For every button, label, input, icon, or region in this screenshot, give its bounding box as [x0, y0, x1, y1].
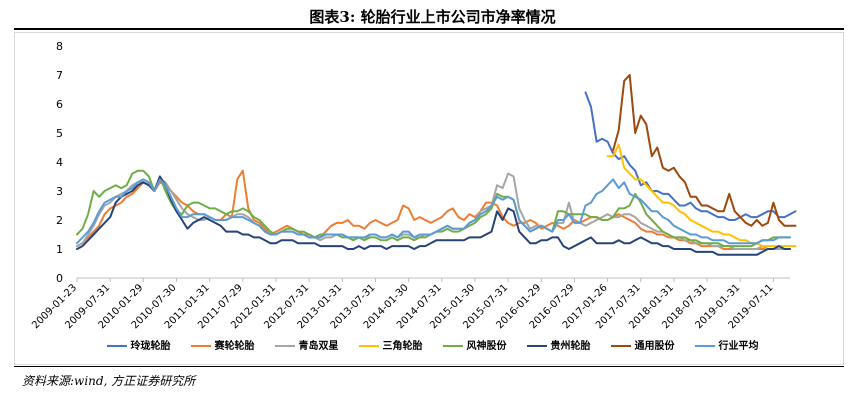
legend-swatch — [694, 345, 715, 347]
legend-label: 青岛双星 — [298, 341, 339, 352]
series-line — [606, 143, 797, 248]
y-tick-label: 4 — [56, 156, 63, 169]
y-tick-label: 7 — [56, 69, 63, 82]
series-line — [612, 74, 797, 227]
series-line — [76, 175, 791, 256]
chart-frame — [14, 32, 844, 365]
top-rule — [14, 28, 844, 30]
y-tick-label: 5 — [56, 127, 63, 140]
legend-swatch — [190, 345, 211, 347]
source-note: 资料来源:wind, 方正证券研究所 — [22, 374, 196, 388]
y-tick-label: 6 — [56, 98, 63, 111]
y-tick-label: 8 — [56, 40, 63, 53]
legend-label: 行业平均 — [718, 341, 759, 352]
legend-label: 三角轮胎 — [382, 341, 423, 352]
y-tick-label: 3 — [56, 185, 63, 198]
y-tick-label: 0 — [56, 272, 63, 285]
y-tick-label: 1 — [56, 243, 63, 256]
figure-title: 图表3: 轮胎行业上市公司市净率情况 — [309, 8, 556, 26]
chart-legend: 玲珑轮胎 赛轮轮胎 青岛双星 三角轮胎 风神股份 贵州轮胎 通用股份 行业平均 — [0, 337, 865, 352]
legend-swatch — [442, 345, 463, 347]
legend-item: 贵州轮胎 — [526, 337, 591, 352]
legend-label: 玲珑轮胎 — [130, 341, 171, 352]
series-line — [76, 169, 791, 248]
series-line — [76, 178, 791, 245]
legend-label: 贵州轮胎 — [550, 341, 591, 352]
legend-item: 玲珑轮胎 — [106, 337, 171, 352]
legend-item: 青岛双星 — [274, 337, 339, 352]
bottom-rule — [14, 366, 844, 367]
y-tick-label: 2 — [56, 214, 63, 227]
legend-item: 通用股份 — [610, 337, 675, 352]
series-line — [584, 91, 797, 221]
legend-swatch — [526, 345, 547, 347]
legend-label: 通用股份 — [634, 341, 675, 352]
legend-swatch — [358, 345, 379, 347]
legend-label: 赛轮轮胎 — [214, 341, 255, 352]
legend-item: 赛轮轮胎 — [190, 337, 255, 352]
legend-swatch — [610, 345, 631, 347]
legend-swatch — [274, 345, 295, 347]
legend-label: 风神股份 — [466, 341, 507, 352]
legend-item: 行业平均 — [694, 337, 759, 352]
series-line — [76, 169, 791, 250]
legend-item: 风神股份 — [442, 337, 507, 352]
legend-swatch — [106, 345, 127, 347]
legend-item: 三角轮胎 — [358, 337, 423, 352]
